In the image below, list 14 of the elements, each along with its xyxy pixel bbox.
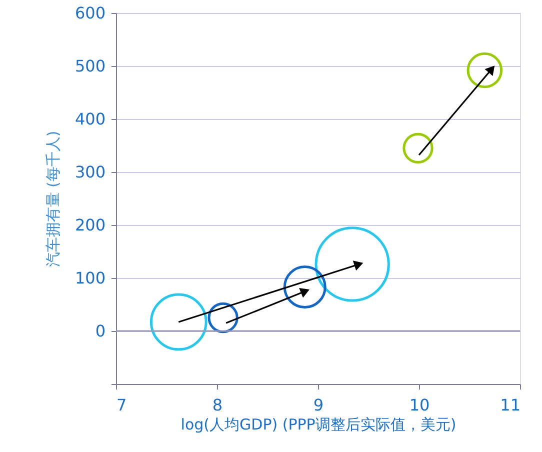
- x-tick-label: 9: [313, 396, 324, 414]
- x-tick-label: 8: [212, 396, 223, 414]
- x-tick-label: 10: [409, 396, 430, 414]
- y-tick-label: 200: [74, 216, 106, 234]
- y-tick-label: 500: [74, 56, 106, 76]
- x-axis-title: log(人均GDP) (PPP调整后实际值，美元): [180, 416, 456, 434]
- y-tick-label: 600: [74, 4, 106, 22]
- x-tick-label: 7: [116, 396, 127, 414]
- y-tick-label: 0: [95, 322, 106, 340]
- y-tick-label: 300: [74, 162, 106, 182]
- y-tick-label: 100: [74, 268, 106, 288]
- y-tick-label: 400: [74, 110, 106, 128]
- x-tick-label: 11: [500, 396, 520, 414]
- y-axis-title: 汽车拥有量 (每千人): [44, 130, 62, 268]
